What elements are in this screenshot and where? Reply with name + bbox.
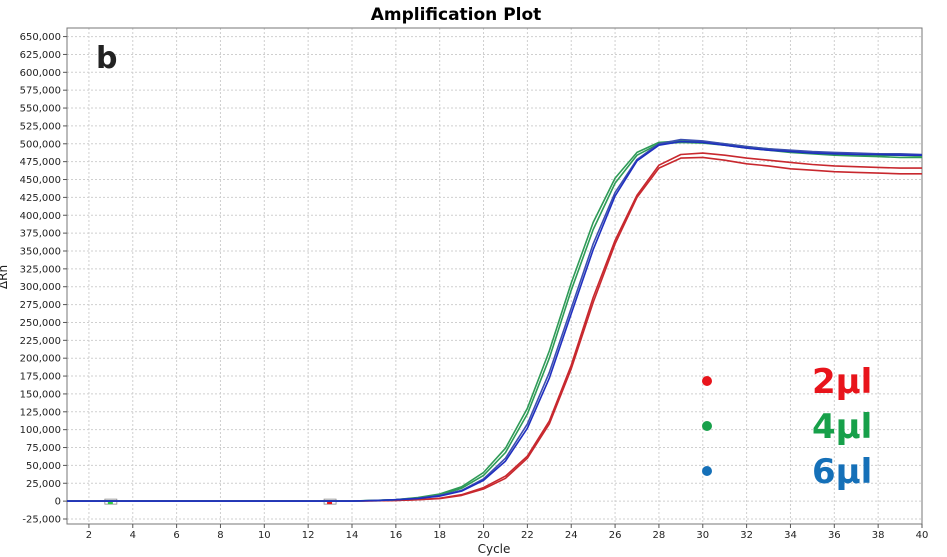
legend-marker xyxy=(702,421,712,431)
x-tick-label: 26 xyxy=(609,530,622,541)
y-tick-label: 0 xyxy=(55,497,61,508)
chart-title: Amplification Plot xyxy=(371,5,542,25)
legend-label: 4µl xyxy=(812,407,872,447)
x-tick-label: 8 xyxy=(217,530,223,541)
y-tick-label: 575,000 xyxy=(20,86,61,97)
y-tick-label: 550,000 xyxy=(20,104,61,115)
y-tick-label: 50,000 xyxy=(26,461,61,472)
y-tick-label: 25,000 xyxy=(26,479,61,490)
x-tick-label: 22 xyxy=(521,530,534,541)
x-tick-label: 30 xyxy=(696,530,709,541)
x-axis-title: Cycle xyxy=(478,542,511,556)
y-tick-label: 425,000 xyxy=(20,193,61,204)
y-tick-label: 375,000 xyxy=(20,229,61,240)
y-tick-label: 525,000 xyxy=(20,121,61,132)
y-tick-label: 225,000 xyxy=(20,336,61,347)
y-tick-label: 450,000 xyxy=(20,175,61,186)
legend-marker xyxy=(702,376,712,386)
y-tick-label: 650,000 xyxy=(20,32,61,43)
series-line xyxy=(67,156,922,502)
y-tick-label: 625,000 xyxy=(20,50,61,61)
legend-label: 6µl xyxy=(812,452,872,492)
y-tick-label: 325,000 xyxy=(20,264,61,275)
x-tick-label: 6 xyxy=(173,530,179,541)
y-tick-label: 100,000 xyxy=(20,425,61,436)
y-tick-label: 350,000 xyxy=(20,246,61,257)
y-tick-label: 475,000 xyxy=(20,157,61,168)
x-tick-label: 24 xyxy=(565,530,578,541)
y-tick-label: 275,000 xyxy=(20,300,61,311)
y-axis: -25,000 0 25,000 50,000 75,000 100,000 125,000… xyxy=(20,32,67,525)
panel-label: b xyxy=(96,41,117,76)
series-line xyxy=(67,138,923,502)
x-tick-label: 4 xyxy=(130,530,136,541)
y-tick-label: 600,000 xyxy=(20,68,61,79)
x-tick-label: 12 xyxy=(302,530,315,541)
x-tick-label: 20 xyxy=(477,530,490,541)
x-tick-label: 14 xyxy=(346,530,359,541)
grid xyxy=(67,28,923,524)
y-tick-label: 400,000 xyxy=(20,211,61,222)
x-tick-label: 18 xyxy=(433,530,446,541)
x-tick-label: 28 xyxy=(653,530,666,541)
legend-label: 2µl xyxy=(812,362,872,402)
y-tick-label: 500,000 xyxy=(20,139,61,150)
series-line xyxy=(67,152,922,502)
x-tick-label: 34 xyxy=(784,530,797,541)
y-tick-label: 200,000 xyxy=(20,354,61,365)
y-tick-label: 300,000 xyxy=(20,282,61,293)
plot-area xyxy=(66,27,923,525)
x-tick-label: 36 xyxy=(828,530,841,541)
legend-marker xyxy=(702,466,712,476)
y-tick-label: 150,000 xyxy=(20,389,61,400)
legend: 2µl 4µl 6µl xyxy=(702,362,872,492)
series-lines xyxy=(67,138,923,502)
series-line xyxy=(67,140,922,502)
y-axis-title: ΔRn xyxy=(0,265,10,289)
y-tick-label: 250,000 xyxy=(20,318,61,329)
x-axis: 2 4 6 8 10 12 14 16 18 20 22 24 26 28 30 32 34 36 38 40 xyxy=(86,524,929,541)
y-tick-label: 175,000 xyxy=(20,372,61,383)
x-tick-label: 40 xyxy=(916,530,929,541)
x-tick-label: 10 xyxy=(258,530,271,541)
x-tick-label: 16 xyxy=(389,530,402,541)
x-tick-label: 32 xyxy=(740,530,753,541)
baseline-marker-fill xyxy=(107,500,113,505)
y-tick-label: -25,000 xyxy=(22,514,61,525)
x-tick-label: 2 xyxy=(86,530,92,541)
y-tick-label: 125,000 xyxy=(20,407,61,418)
y-tick-label: 75,000 xyxy=(26,443,61,454)
baseline-marker-fill xyxy=(327,500,333,505)
x-tick-label: 38 xyxy=(872,530,885,541)
